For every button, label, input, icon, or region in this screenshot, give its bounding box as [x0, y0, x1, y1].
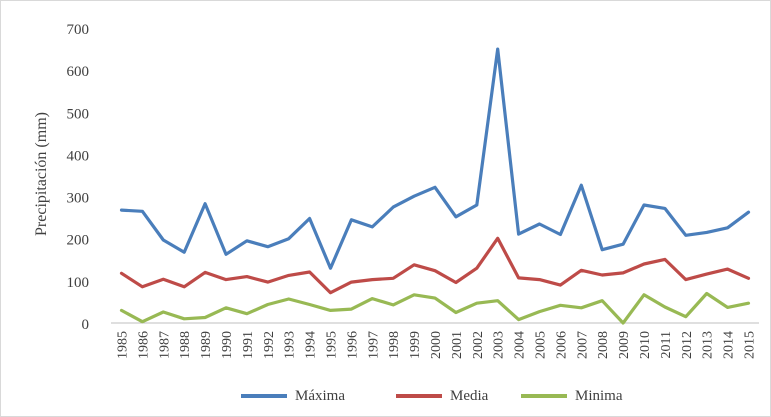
- y-axis-label: Precipitación (mm): [33, 112, 50, 236]
- legend-swatch: [396, 394, 442, 398]
- series-line-media: [119, 236, 751, 295]
- x-tick-label: 1989: [199, 331, 214, 359]
- legend-label: Minima: [575, 387, 623, 404]
- x-tick-label: 1992: [262, 331, 277, 359]
- x-tick-label: 1997: [366, 331, 381, 359]
- legend-item-media: Media: [396, 385, 488, 407]
- x-tick-label: 2009: [617, 331, 632, 359]
- y-tick-label: 600: [67, 64, 90, 80]
- series-line-minima: [119, 291, 751, 325]
- y-tick-label: 100: [67, 275, 90, 291]
- x-tick-label: 2015: [743, 331, 758, 359]
- y-tick-label: 500: [67, 106, 90, 122]
- y-tick-label: 700: [67, 22, 90, 38]
- x-tick-label: 2004: [513, 331, 528, 359]
- y-tick-labels: 0 100 200 300 400 500 600 700: [67, 22, 90, 333]
- x-tick-label: 1998: [387, 331, 402, 359]
- y-tick-label: 200: [67, 233, 90, 249]
- x-tick-label: 1987: [157, 331, 172, 359]
- x-tick-label: 2001: [450, 331, 465, 359]
- x-tick-label: 2005: [534, 331, 549, 359]
- y-tick-label: 300: [67, 191, 90, 207]
- legend-swatch: [521, 394, 567, 398]
- x-tick-label: 2002: [471, 331, 486, 359]
- x-tick-label: 1985: [115, 331, 130, 359]
- series-lines: [119, 47, 751, 325]
- x-tick-label: 2014: [722, 331, 737, 359]
- legend-swatch: [241, 394, 287, 398]
- x-tick-label: 2010: [638, 331, 653, 359]
- x-tick-label: 2012: [680, 331, 695, 359]
- legend-item-maxima: Máxima: [241, 385, 345, 407]
- x-tick-label: 2008: [596, 331, 611, 359]
- legend-label: Media: [450, 387, 489, 404]
- series-line-maxima: [119, 47, 751, 270]
- x-tick-label: 2006: [554, 331, 569, 359]
- legend-item-minima: Minima: [521, 385, 623, 407]
- x-tick-label: 1999: [408, 331, 423, 359]
- x-tick-label: 2013: [701, 331, 716, 359]
- x-tick-label: 2000: [429, 331, 444, 359]
- x-tick-label: 1990: [220, 331, 235, 359]
- x-tick-label: 1993: [283, 331, 298, 359]
- x-tick-label: 1996: [345, 331, 360, 359]
- x-tick-label: 1991: [241, 331, 256, 359]
- x-tick-label: 1986: [136, 331, 151, 359]
- x-tick-label: 2007: [575, 331, 590, 359]
- x-tick-label: 1994: [304, 331, 319, 359]
- x-tick-label: 2003: [492, 331, 507, 359]
- x-tick-label: 1988: [178, 331, 193, 359]
- y-tick-label: 400: [67, 148, 90, 164]
- x-tick-label: 2011: [659, 331, 674, 358]
- y-tick-label: 0: [82, 317, 90, 333]
- x-tick-labels: 1985 1986 1987 1988 1989 1990 1991 1992 1993 1994…: [115, 331, 757, 359]
- legend: Máxima Media Minima: [1, 385, 770, 407]
- x-tick-label: 1995: [324, 331, 339, 359]
- legend-label: Máxima: [295, 387, 345, 404]
